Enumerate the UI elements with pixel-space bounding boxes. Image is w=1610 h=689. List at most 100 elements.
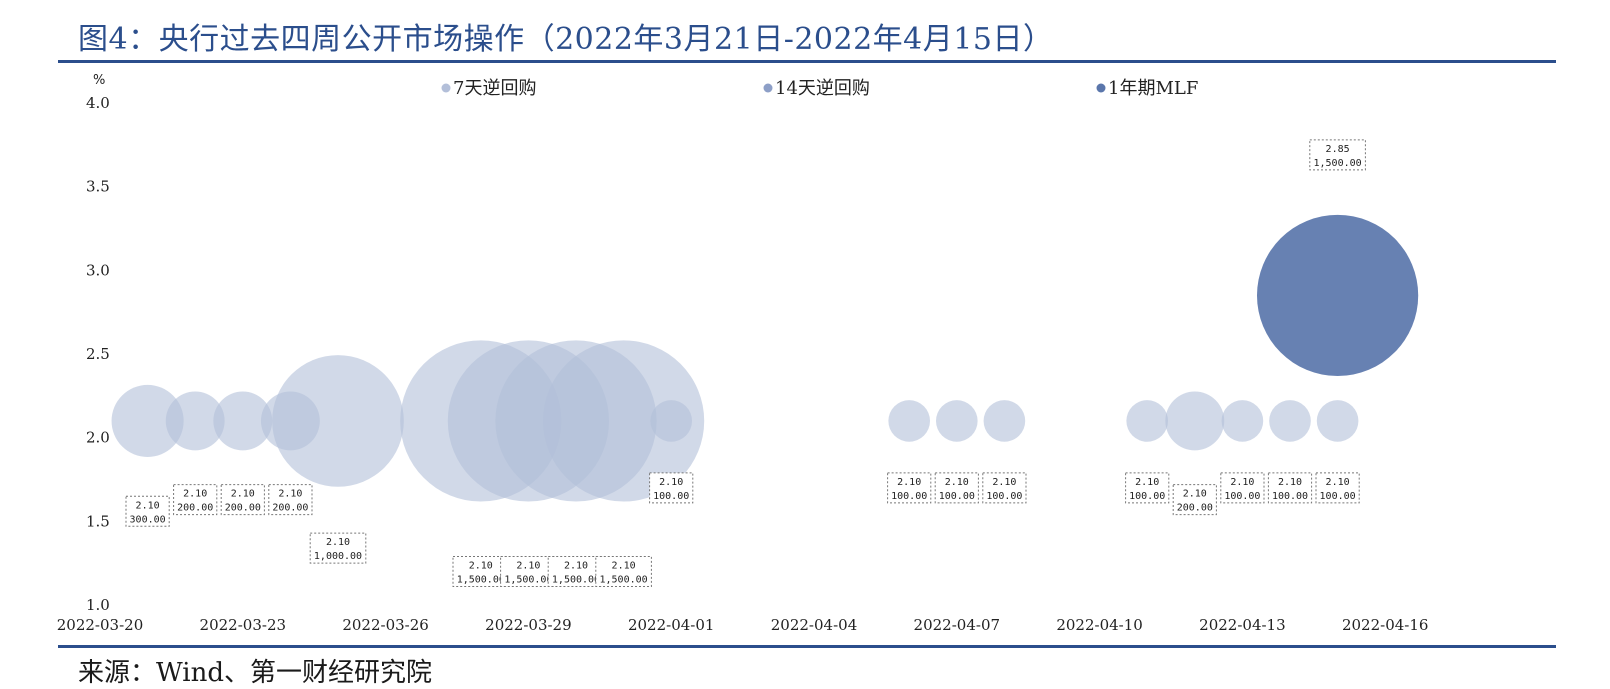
legend-label: 14天逆回购 <box>775 78 870 99</box>
x-tick-label: 2022-04-04 <box>771 616 857 634</box>
data-label-rate: 2.10 <box>612 561 636 572</box>
data-label-rate: 2.10 <box>1278 477 1302 488</box>
legend-marker <box>441 83 451 93</box>
data-label: 2.10 1,500.00 <box>452 556 510 588</box>
x-tick-label: 2022-04-07 <box>914 616 1000 634</box>
x-tick-label: 2022-03-29 <box>485 616 571 634</box>
data-label-amount: 1,500.00 <box>504 575 552 586</box>
y-tick-label: 1.0 <box>86 596 110 614</box>
x-tick-label: 2022-03-23 <box>200 616 286 634</box>
data-label-rate: 2.10 <box>278 489 302 500</box>
data-label-amount: 1,500.00 <box>1314 158 1362 169</box>
data-label: 2.10 100.00 <box>649 472 694 504</box>
bubble-reverse-repo <box>1221 400 1264 442</box>
data-label-rate: 2.85 <box>1326 144 1350 155</box>
data-label: 2.10 200.00 <box>1172 484 1217 516</box>
y-tick-label: 1.5 <box>86 512 110 530</box>
data-label-layer: 2.10 300.00 2.10 200.00 2.10 200.00 2.10 200.00… <box>125 139 1366 588</box>
legend-item: 1年期MLF <box>1096 78 1198 99</box>
data-label-rate: 2.10 <box>897 477 921 488</box>
legend: 7天逆回购 14天逆回购 1年期MLF <box>441 78 1198 99</box>
data-label: 2.10 300.00 <box>125 495 170 527</box>
data-label: 2.10 1,500.00 <box>500 556 557 588</box>
x-tick-label: 2022-04-13 <box>1199 616 1285 634</box>
data-label: 2.10 100.00 <box>1125 472 1170 504</box>
bubble-layer <box>111 214 1419 502</box>
bubble-mlf <box>1256 214 1419 377</box>
data-label: 2.10 1,500.00 <box>595 556 652 588</box>
data-label: 2.85 1,500.00 <box>1309 139 1366 171</box>
bubble-reverse-repo <box>272 355 404 487</box>
data-label-amount: 200.00 <box>272 503 308 514</box>
data-label-amount: 100.00 <box>1320 491 1356 502</box>
bubble-reverse-repo <box>935 400 978 442</box>
x-tick-label: 2022-04-01 <box>628 616 714 634</box>
x-tick-label: 2022-03-20 <box>57 616 143 634</box>
data-label-rate: 2.10 <box>564 561 588 572</box>
bubble-reverse-repo <box>1316 400 1359 442</box>
y-tick-label: 2.5 <box>86 345 110 363</box>
x-axis: 2022-03-20 2022-03-23 2022-03-26 2022-03-29… <box>57 616 1429 634</box>
bubble-reverse-repo <box>983 400 1026 442</box>
data-label-amount: 200.00 <box>177 503 213 514</box>
data-label: 2.10 100.00 <box>934 472 979 504</box>
source-note: 来源：Wind、第一财经研究院 <box>78 658 432 688</box>
data-label-rate: 2.10 <box>516 561 540 572</box>
data-label: 2.10 1,000.00 <box>309 532 367 564</box>
bubble-chart: %1.01.52.02.53.03.54.0 2022-03-20 2022-03… <box>57 73 1429 634</box>
bubble-reverse-repo <box>165 391 225 451</box>
data-label-amount: 100.00 <box>1272 491 1308 502</box>
x-tick-label: 2022-04-16 <box>1342 616 1428 634</box>
data-label-amount: 300.00 <box>130 514 166 525</box>
legend-marker <box>1096 83 1106 93</box>
data-label-rate: 2.10 <box>136 500 160 511</box>
bubble-reverse-repo <box>1269 400 1311 442</box>
footer-rule <box>58 645 1556 648</box>
data-label-rate: 2.10 <box>659 477 683 488</box>
legend-item: 14天逆回购 <box>763 78 870 99</box>
data-label: 2.10 100.00 <box>982 472 1027 504</box>
data-label-rate: 2.10 <box>1135 477 1159 488</box>
title-rule <box>58 60 1556 63</box>
data-label-amount: 1,500.00 <box>600 575 648 586</box>
data-label-rate: 2.10 <box>183 489 207 500</box>
x-tick-label: 2022-04-10 <box>1056 616 1142 634</box>
y-tick-label: 3.5 <box>86 178 110 196</box>
y-axis: % 1.0 1.5 2.0 2.5 3.0 3.5 4.0 <box>86 73 110 614</box>
bubble-reverse-repo <box>542 340 705 502</box>
data-label-rate: 2.10 <box>1230 477 1254 488</box>
data-label-amount: 100.00 <box>653 491 689 502</box>
data-label-amount: 100.00 <box>986 491 1022 502</box>
data-label: 2.10 200.00 <box>220 484 265 516</box>
bubble-reverse-repo <box>111 384 184 457</box>
bubble-reverse-repo <box>1165 391 1225 451</box>
x-tick-label: 2022-03-26 <box>342 616 428 634</box>
data-label-rate: 2.10 <box>992 477 1016 488</box>
y-tick-label: 3.0 <box>86 261 110 279</box>
y-tick-label: 2.0 <box>86 429 110 447</box>
data-label-rate: 2.10 <box>945 477 969 488</box>
data-label: 2.10 100.00 <box>1267 472 1313 504</box>
legend-label: 7天逆回购 <box>453 78 536 99</box>
data-label-amount: 1,000.00 <box>314 551 362 562</box>
data-label: 2.10 100.00 <box>1315 472 1360 504</box>
data-label-rate: 2.10 <box>1326 477 1350 488</box>
bubble-reverse-repo <box>213 391 273 451</box>
legend-label: 1年期MLF <box>1108 78 1198 99</box>
data-label-rate: 2.10 <box>469 561 493 572</box>
data-label-rate: 2.10 <box>1183 489 1207 500</box>
data-label-amount: 100.00 <box>891 491 927 502</box>
data-label: 2.10 100.00 <box>1220 472 1265 504</box>
data-label-amount: 200.00 <box>1177 503 1213 514</box>
legend-marker <box>763 83 773 93</box>
bubble-reverse-repo <box>1126 400 1169 442</box>
data-label: 2.10 100.00 <box>887 472 932 504</box>
data-label-amount: 100.00 <box>1224 491 1260 502</box>
data-label-rate: 2.10 <box>326 537 350 548</box>
data-label: 2.10 200.00 <box>173 484 218 516</box>
data-label-amount: 100.00 <box>939 491 975 502</box>
y-axis-unit: % <box>93 73 105 88</box>
legend-item: 7天逆回购 <box>441 78 536 99</box>
data-label-amount: 1,500.00 <box>457 575 505 586</box>
data-label: 2.10 200.00 <box>268 484 313 516</box>
